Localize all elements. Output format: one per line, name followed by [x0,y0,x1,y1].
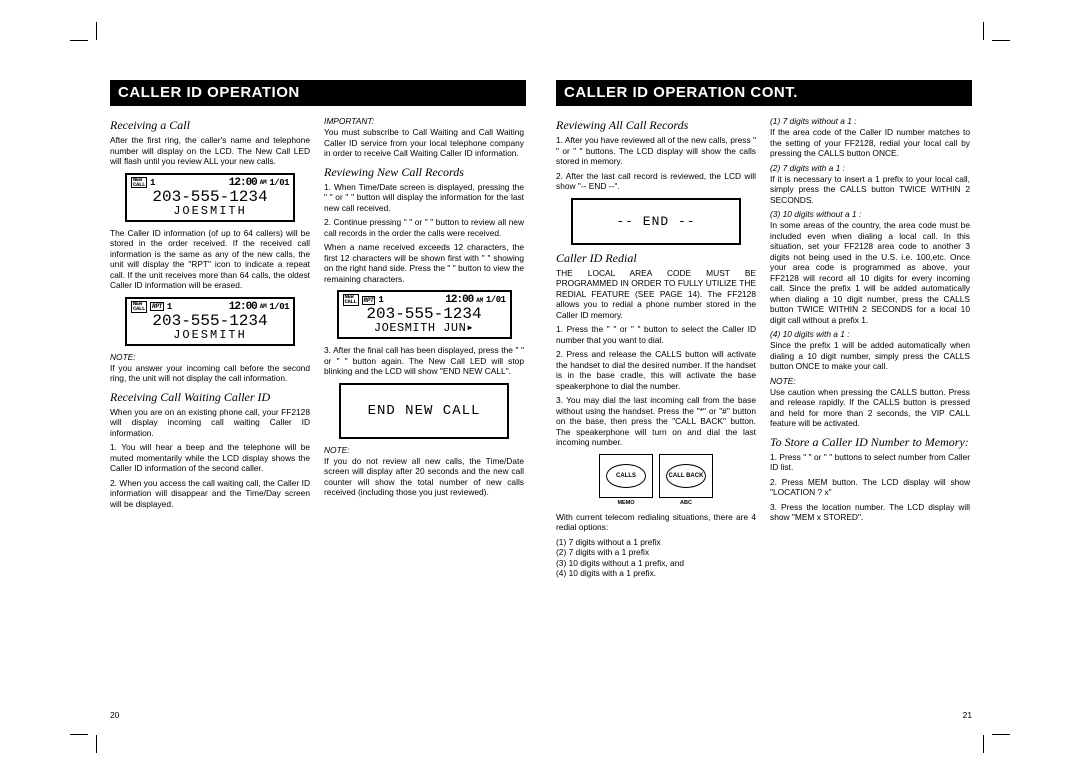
list-item: (4) 10 digits with a 1 prefix. [556,568,756,579]
lcd-text: -- END -- [577,202,735,241]
lcd-date: 1/01 [269,178,289,188]
page-header: CALLER ID OPERATION CONT. [556,80,972,106]
body-text: THE LOCAL AREA CODE MUST BE PROGRAMMED I… [556,268,756,321]
left-col-2: IMPORTANT: You must subscribe to Call Wa… [324,112,524,513]
list-item: 1. When Time/Date screen is displayed, p… [324,182,524,214]
lcd-name: JOESMITH [131,205,289,218]
page-header: CALLER ID OPERATION [110,80,526,106]
list-item: 2. Continue pressing " " or " " button t… [324,217,524,238]
list-item: (2) 7 digits with a 1 prefix [556,547,756,558]
note-label: NOTE: [110,352,310,362]
page-number: 20 [110,710,119,720]
lcd-display-1: NEWCALL 1 12:00 AM 1/01 203-555-1234 JOE… [125,173,295,222]
option-body: In some areas of the country, the area c… [770,220,970,325]
right-col-2: (1) 7 digits without a 1 : If the area c… [770,112,970,579]
lcd-index: 1 [378,295,383,305]
new-call-icon: NEWCALL [131,177,147,189]
button-sublabel: ABC [659,500,713,506]
right-page: CALLER ID OPERATION CONT. Reviewing All … [556,80,972,720]
subhead-call-waiting: Receiving Call Waiting Caller ID [110,390,310,405]
right-col-1: Reviewing All Call Records 1. After you … [556,112,756,579]
calls-button-diagram: CALLS [599,454,653,498]
callback-button-diagram: CALL BACK [659,454,713,498]
lcd-display-end: -- END -- [571,198,741,245]
note-body: If you answer your incoming call before … [110,363,310,384]
subhead-redial: Caller ID Redial [556,251,756,266]
body-text: When you are on an existing phone call, … [110,407,310,439]
option-body: If the area code of the Caller ID number… [770,127,970,159]
body-text: When a name received exceeds 12 characte… [324,242,524,284]
lcd-ampm: AM [260,303,267,310]
list-item: 2. Press and release the CALLS button wi… [556,349,756,391]
option-head: (3) 10 digits without a 1 : [770,209,970,219]
page-number: 21 [963,710,972,720]
option-head: (1) 7 digits without a 1 : [770,116,970,126]
lcd-phone: 203-555-1234 [131,189,289,205]
important-label: IMPORTANT: [324,116,524,126]
option-body: Since the prefix 1 will be added automat… [770,340,970,372]
option-head: (2) 7 digits with a 1 : [770,163,970,173]
option-body: If it is necessary to insert a 1 prefix … [770,174,970,206]
new-call-icon: NEWCALL [131,301,147,313]
lcd-time: 12:00 [229,177,257,189]
lcd-text: END NEW CALL [345,387,503,435]
lcd-name: JOESMITH [131,329,289,342]
new-call-icon: NEWCALL [343,294,359,306]
list-item: 1. Press the " " or " " button to select… [556,324,756,345]
subhead-receiving-call: Receiving a Call [110,118,310,133]
body-text: The Caller ID information (of up to 64 c… [110,228,310,291]
button-label: CALL BACK [669,473,704,479]
note-label: NOTE: [324,445,524,455]
list-item: 3. After the final call has been display… [324,345,524,377]
subhead-review-all: Reviewing All Call Records [556,118,756,133]
lcd-display-2: NEWCALL RPT 1 12:00 AM 1/01 203-555-1234… [125,297,295,346]
note-label: NOTE: [770,376,970,386]
left-page: CALLER ID OPERATION Receiving a Call Aft… [110,80,526,720]
button-diagram: CALLS CALL BACK [556,454,756,498]
lcd-ampm: AM [260,179,267,186]
lcd-phone: 203-555-1234 [131,313,289,329]
list-item: 1. After you have reviewed all of the ne… [556,135,756,167]
lcd-name: JOESMITH JUN▸ [343,322,506,335]
lcd-phone: 203-555-1234 [343,306,506,322]
subhead-review-new: Reviewing New Call Records [324,165,524,180]
list-item: 3. Press the location number. The LCD di… [770,502,970,523]
lcd-date: 1/01 [269,302,289,312]
lcd-display-3: NEWCALL RPT 1 12:00 AM 1/01 203-555-1234… [337,290,512,339]
subhead-store-memory: To Store a Caller ID Number to Memory: [770,435,970,450]
button-sublabel: MEMO [599,500,653,506]
body-text: With current telecom redialing situation… [556,512,756,533]
lcd-index: 1 [150,178,155,188]
list-item: 2. When you access the call waiting call… [110,478,310,510]
list-item: 2. Press MEM button. The LCD display wil… [770,477,970,498]
note-body: If you do not review all new calls, the … [324,456,524,498]
lcd-time: 12:00 [229,301,257,313]
option-head: (4) 10 digits with a 1 : [770,329,970,339]
list-item: (1) 7 digits without a 1 prefix [556,537,756,548]
list-item: 1. You will hear a beep and the telephon… [110,442,310,474]
button-label: CALLS [616,473,636,479]
list-item: (3) 10 digits without a 1 prefix, and [556,558,756,569]
body-text: After the first ring, the caller's name … [110,135,310,167]
note-body: Use caution when pressing the CALLS butt… [770,387,970,429]
lcd-display-4: END NEW CALL [339,383,509,439]
lcd-ampm: AM [476,297,483,304]
rpt-icon: RPT [362,296,376,305]
list-item: 3. You may dial the last incoming call f… [556,395,756,448]
lcd-index: 1 [167,302,172,312]
rpt-icon: RPT [150,302,164,311]
list-item: 2. After the last call record is reviewe… [556,171,756,192]
left-col-1: Receiving a Call After the first ring, t… [110,112,310,513]
lcd-date: 1/01 [486,295,506,305]
list-item: 1. Press " " or " " buttons to select nu… [770,452,970,473]
page-spread: CALLER ID OPERATION Receiving a Call Aft… [110,80,972,720]
important-body: You must subscribe to Call Waiting and C… [324,127,524,159]
